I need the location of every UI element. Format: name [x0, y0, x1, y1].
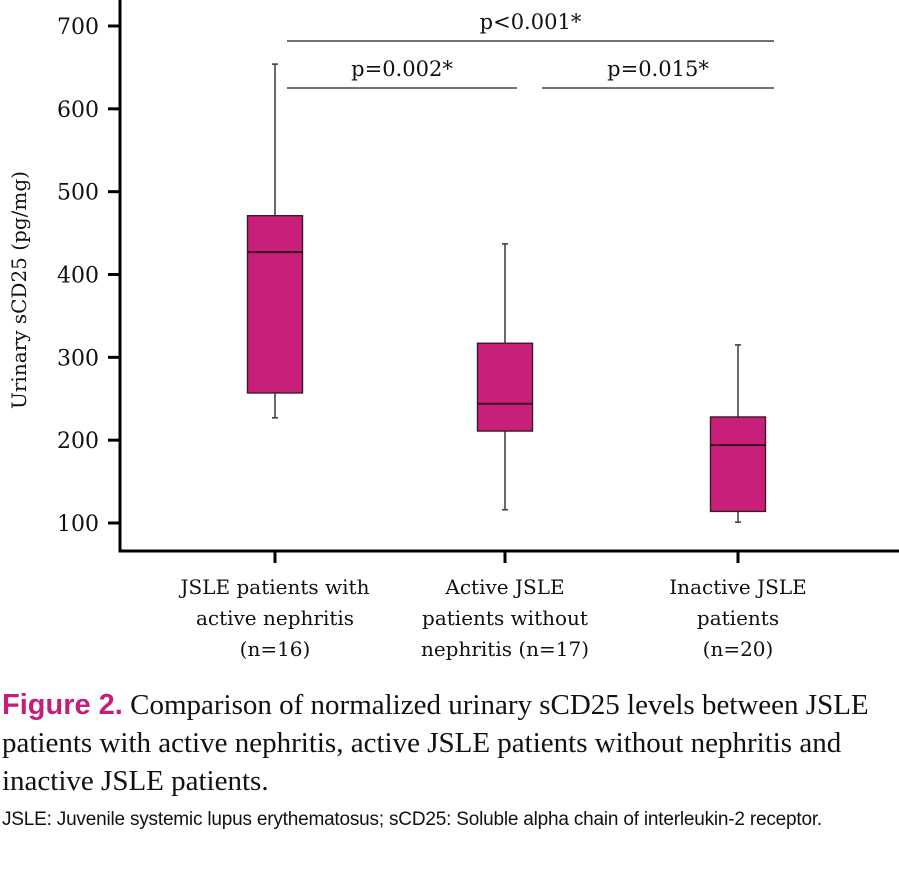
p-value-label: p<0.001* [480, 10, 582, 34]
p-value-label: p=0.015* [607, 57, 709, 81]
y-axis-label-group: Urinary sCD25 (pg/mg) [7, 171, 31, 409]
x-category-label: JSLE patients with [179, 575, 370, 599]
box-group [476, 243, 534, 511]
x-category-label: nephritis (n=17) [421, 637, 589, 661]
figure-caption: Figure 2. Comparison of normalized urina… [2, 686, 897, 800]
box-group [709, 344, 767, 523]
iqr-box [476, 342, 534, 432]
x-category-label: (n=16) [240, 637, 311, 661]
x-category-label: patients without [422, 606, 588, 630]
iqr-box [709, 416, 767, 513]
boxes [246, 63, 767, 523]
y-tick-label: 200 [57, 429, 99, 454]
y-tick-label: 600 [57, 98, 99, 123]
y-tick-label: 300 [57, 346, 99, 371]
x-category-label: Active JSLE [444, 575, 564, 599]
x-category-label: (n=20) [703, 637, 774, 661]
figure-label: Figure 2. [2, 689, 123, 721]
caption-text: Comparison of normalized urinary sCD25 l… [2, 689, 869, 797]
x-category-labels: JSLE patients with active nephritis (n=16)… [179, 551, 807, 661]
iqr-box [246, 214, 304, 394]
box-plot-chart: Urinary sCD25 (pg/mg) 100 200 300 400 500 600… [7, 0, 899, 661]
y-tick-label: 500 [57, 181, 99, 206]
x-category-label: patients [697, 606, 779, 630]
figure-footnote: JSLE: Juvenile systemic lupus erythemato… [2, 809, 822, 830]
x-category-label: Inactive JSLE [669, 575, 806, 599]
y-tick-label: 700 [57, 15, 99, 40]
box-group [246, 63, 304, 419]
y-ticks: 100 200 300 400 500 600 700 [57, 15, 120, 537]
significance-annotations: p<0.001* p=0.002* p=0.015* [287, 10, 774, 89]
x-category-label: active nephritis [196, 606, 354, 630]
y-tick-label: 400 [57, 264, 99, 289]
y-axis-label: Urinary sCD25 (pg/mg) [7, 171, 31, 409]
p-value-label: p=0.002* [351, 57, 453, 81]
axes [118, 0, 899, 553]
y-tick-label: 100 [57, 512, 99, 537]
